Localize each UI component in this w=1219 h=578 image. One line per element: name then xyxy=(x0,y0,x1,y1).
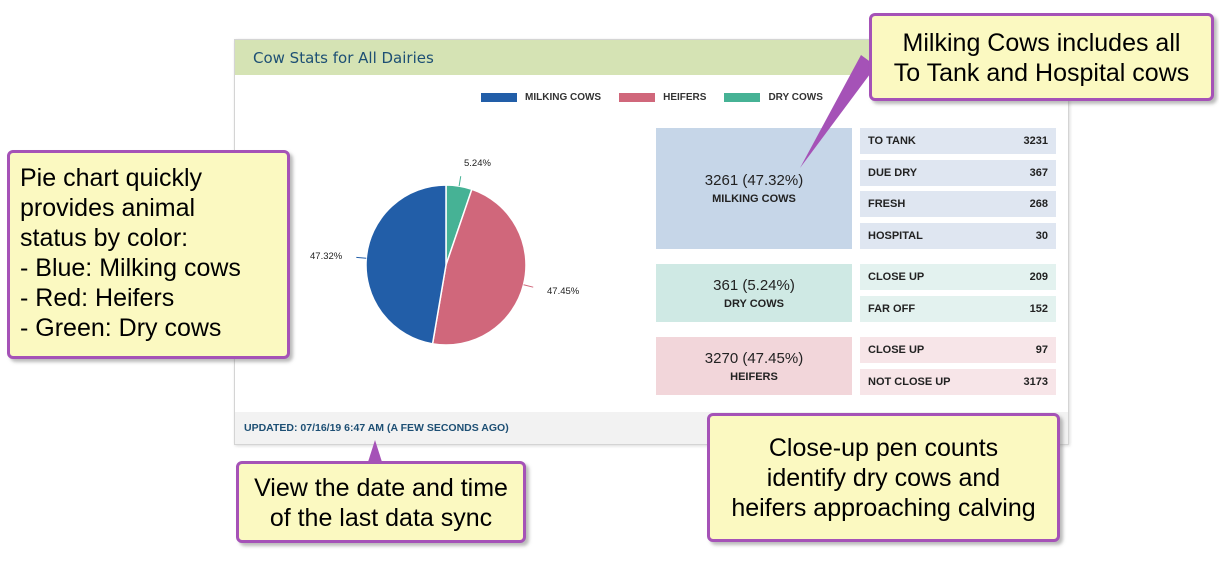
milking-cows-label: MILKING COWS xyxy=(712,193,796,205)
callout-line: Milking Cows includes all xyxy=(902,29,1181,57)
pie-label-milking: 47.32% xyxy=(310,251,343,262)
pie-label-heifers: 47.45% xyxy=(547,286,580,297)
pie-slice-milking-cows[interactable] xyxy=(365,184,447,345)
callout-line: status by color: xyxy=(20,224,189,252)
row-label: CLOSE UP xyxy=(868,344,925,356)
pie-leader-line xyxy=(356,256,367,259)
callout-pie: Pie chart quickly provides animal status… xyxy=(7,150,290,359)
callout-sync: View the date and time of the last data … xyxy=(236,461,526,543)
legend-swatch xyxy=(724,93,761,102)
row-label: FAR OFF xyxy=(868,303,916,315)
row-label: HOSPITAL xyxy=(868,230,923,242)
callout-line: provides animal xyxy=(20,194,196,222)
pie-chart[interactable] xyxy=(235,40,1070,446)
dry-cows-label: DRY COWS xyxy=(724,297,784,310)
row-fresh[interactable]: FRESH 268 xyxy=(860,191,1056,217)
callout-line: - Red: Heifers xyxy=(20,284,175,312)
heifers-summary[interactable]: 3270 (47.45%) HEIFERS xyxy=(656,337,852,395)
callout-line: To Tank and Hospital cows xyxy=(893,59,1190,87)
row-dry-close-up[interactable]: CLOSE UP 209 xyxy=(860,264,1056,290)
callout-line: Pie chart quickly xyxy=(20,164,203,192)
row-value: 3173 xyxy=(1023,376,1048,388)
row-label: NOT CLOSE UP xyxy=(868,376,951,388)
row-not-close-up[interactable]: NOT CLOSE UP 3173 xyxy=(860,369,1056,395)
callout-line: - Blue: Milking cows xyxy=(20,254,241,282)
row-due-dry[interactable]: DUE DRY 367 xyxy=(860,160,1056,186)
pie-leader-line xyxy=(458,176,462,187)
row-value: 152 xyxy=(1029,303,1048,315)
row-far-off[interactable]: FAR OFF 152 xyxy=(860,296,1056,322)
callout-line: View the date and time xyxy=(254,474,508,502)
legend-label: HEIFERS xyxy=(663,92,707,103)
callout-line: of the last data sync xyxy=(269,504,493,532)
chart-legend: MILKING COWS HEIFERS DRY COWS xyxy=(481,92,841,103)
row-heifer-close-up[interactable]: CLOSE UP 97 xyxy=(860,337,1056,363)
row-value: 3231 xyxy=(1023,135,1048,147)
legend-item-milking[interactable]: MILKING COWS xyxy=(481,92,601,103)
row-hospital[interactable]: HOSPITAL 30 xyxy=(860,223,1056,249)
row-label: FRESH xyxy=(868,198,906,210)
pie-label-dry: 5.24% xyxy=(464,158,491,169)
callout-line: - Green: Dry cows xyxy=(20,314,222,342)
row-value: 209 xyxy=(1029,271,1048,283)
callout-closeup: Close-up pen counts identify dry cows an… xyxy=(707,413,1060,542)
legend-item-dry[interactable]: DRY COWS xyxy=(724,92,823,103)
dry-cows-summary[interactable]: 361 (5.24%) DRY COWS xyxy=(656,264,852,322)
milking-cows-count: 3261 (47.32%) xyxy=(704,172,804,189)
row-value: 30 xyxy=(1035,230,1048,242)
legend-label: MILKING COWS xyxy=(525,92,602,103)
legend-item-heifers[interactable]: HEIFERS xyxy=(619,92,706,103)
callout-line: Close-up pen counts xyxy=(768,434,999,462)
row-value: 97 xyxy=(1035,344,1048,356)
legend-label: DRY COWS xyxy=(768,92,823,103)
row-label: TO TANK xyxy=(868,135,916,147)
milking-cows-summary[interactable]: 3261 (47.32%) MILKING COWS xyxy=(656,128,852,249)
callout-line: identify dry cows and xyxy=(766,464,1001,492)
heifers-label: HEIFERS xyxy=(730,370,778,383)
callout-milking: Milking Cows includes all To Tank and Ho… xyxy=(869,13,1214,101)
dry-cows-count: 361 (5.24%) xyxy=(713,276,795,294)
legend-swatch xyxy=(619,93,656,102)
panel-title: Cow Stats for All Dairies xyxy=(253,49,434,67)
heifers-count: 3270 (47.45%) xyxy=(704,349,804,367)
row-to-tank[interactable]: TO TANK 3231 xyxy=(860,128,1056,154)
callout-line: heifers approaching calving xyxy=(731,494,1036,522)
legend-swatch xyxy=(481,93,517,102)
last-updated-text: UPDATED: 07/16/19 6:47 AM (A FEW SECONDS… xyxy=(244,422,509,434)
row-label: DUE DRY xyxy=(868,167,918,179)
pie-leader-line xyxy=(523,284,534,288)
row-value: 367 xyxy=(1029,167,1048,179)
row-label: CLOSE UP xyxy=(868,271,925,283)
row-value: 268 xyxy=(1029,198,1048,210)
